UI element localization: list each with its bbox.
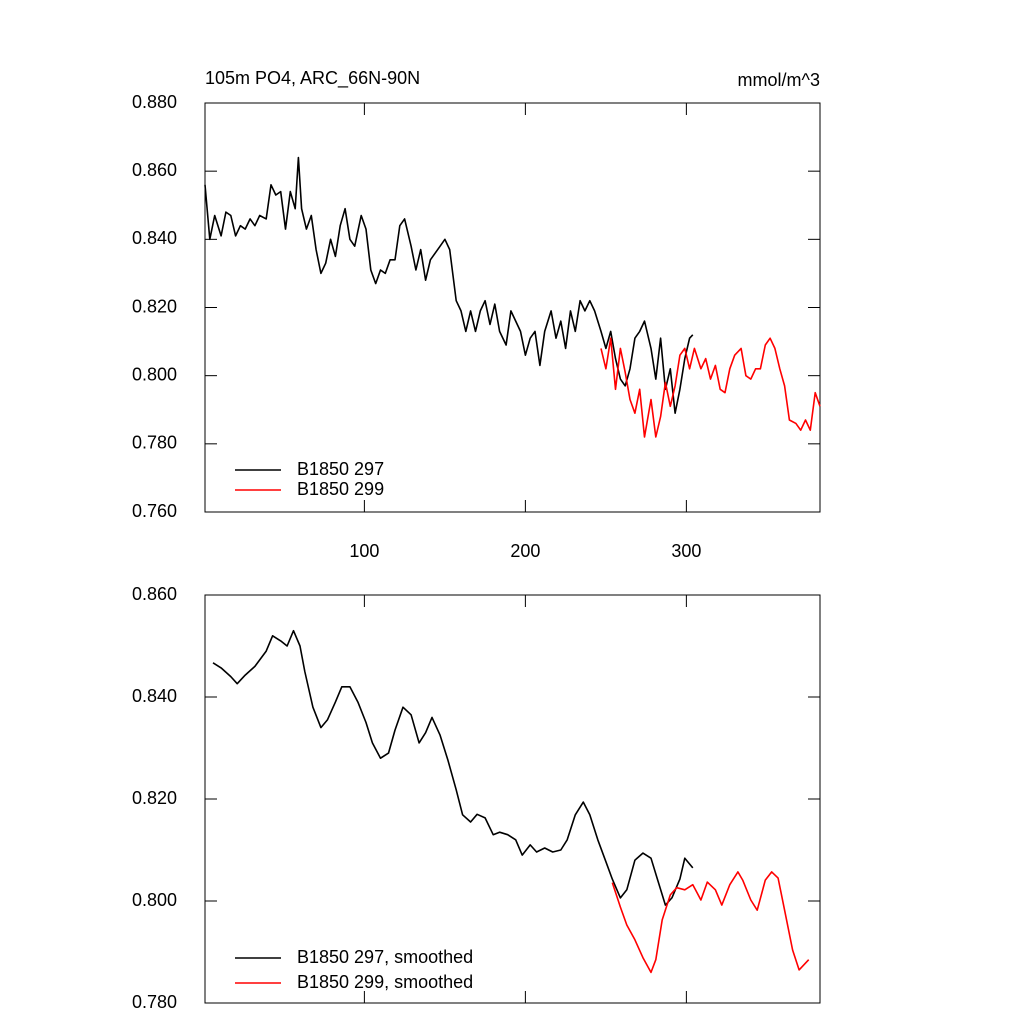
y-tick-label: 0.860 bbox=[132, 584, 177, 604]
y-tick-label: 0.780 bbox=[132, 992, 177, 1012]
units-label: mmol/m^3 bbox=[738, 70, 820, 90]
chart-title: 105m PO4, ARC_66N-90N bbox=[205, 68, 420, 89]
x-tick-label: 100 bbox=[349, 541, 379, 561]
series-line bbox=[212, 629, 694, 906]
y-tick-label: 0.820 bbox=[132, 788, 177, 808]
x-tick-label: 200 bbox=[510, 541, 540, 561]
y-tick-label: 0.780 bbox=[132, 433, 177, 453]
x-tick-label: 300 bbox=[671, 541, 701, 561]
legend-label: B1850 297 bbox=[297, 459, 384, 479]
legend-label: B1850 297, smoothed bbox=[297, 947, 473, 967]
y-tick-label: 0.800 bbox=[132, 890, 177, 910]
legend-label: B1850 299, smoothed bbox=[297, 972, 473, 992]
series-line bbox=[600, 337, 821, 438]
series-line bbox=[204, 156, 694, 414]
legend-label: B1850 299 bbox=[297, 479, 384, 499]
y-tick-label: 0.800 bbox=[132, 364, 177, 384]
y-tick-label: 0.880 bbox=[132, 92, 177, 112]
y-tick-label: 0.840 bbox=[132, 228, 177, 248]
y-tick-label: 0.760 bbox=[132, 501, 177, 521]
y-tick-label: 0.840 bbox=[132, 686, 177, 706]
y-tick-label: 0.860 bbox=[132, 160, 177, 180]
series-line bbox=[611, 871, 810, 974]
plot-frame bbox=[204, 594, 821, 1004]
y-tick-label: 0.820 bbox=[132, 296, 177, 316]
